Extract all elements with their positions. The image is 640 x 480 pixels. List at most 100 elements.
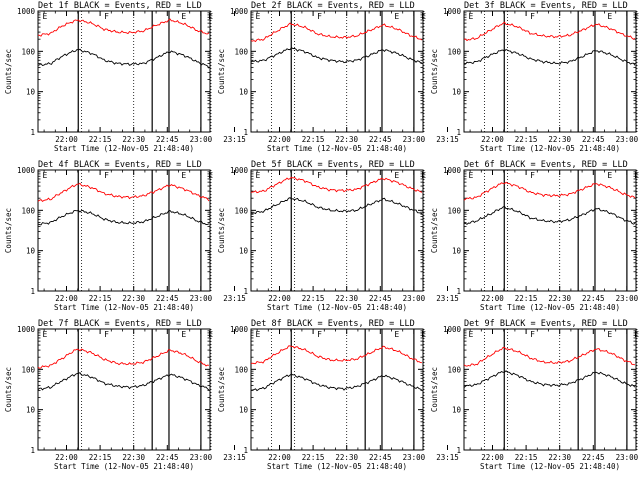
x-tick-label: 22:15 [89, 453, 112, 462]
y-tick-label: 1 [243, 446, 248, 455]
y-tick-label: 1 [243, 128, 248, 137]
segment-label: E [607, 171, 612, 180]
series-line-lld [250, 176, 423, 194]
x-tick-label: 22:45 [156, 453, 179, 462]
plot-frame [250, 328, 424, 451]
plot-frame [37, 169, 211, 292]
x-tick-label: 23:00 [616, 453, 639, 462]
chart-title: Det 1f BLACK = Events, RED = LLD [38, 1, 202, 11]
y-axis-label: Counts/sec [430, 49, 439, 94]
y-tick-label: 100 [21, 365, 35, 374]
segment-label: E [256, 330, 261, 339]
segment-label: E [181, 171, 186, 180]
x-tick-label: 23:00 [190, 135, 213, 144]
segment-label: E [421, 171, 426, 180]
chart-title: Det 3f BLACK = Events, RED = LLD [464, 1, 628, 11]
x-tick-label: 22:15 [515, 135, 538, 144]
series-line-events [463, 370, 636, 389]
y-tick-label: 1000 [230, 166, 249, 175]
segment-label: E [421, 330, 426, 339]
x-tick-label: 22:00 [481, 453, 504, 462]
segment-label: E [421, 12, 426, 21]
x-tick-label: 22:00 [481, 135, 504, 144]
x-tick-label: 23:15 [223, 453, 246, 462]
segment-label: E [394, 171, 399, 180]
x-tick-label: 22:15 [302, 294, 325, 303]
segment-label: F [530, 171, 535, 180]
y-tick-label: 1000 [443, 7, 462, 16]
y-axis-label: Counts/sec [430, 208, 439, 253]
x-tick-label: 22:30 [335, 453, 358, 462]
series-line-lld [37, 18, 210, 37]
series-line-lld [250, 345, 423, 365]
chart-panel-4: Det 4f BLACK = Events, RED = LLD 1 10 100 10… [4, 160, 272, 312]
series-line-lld [463, 346, 636, 367]
segment-label: E [634, 171, 639, 180]
x-axis-label: Start Time (12-Nov-05 21:48:40) [267, 144, 407, 153]
series-line-events [463, 48, 636, 66]
x-tick-label: 22:45 [369, 135, 392, 144]
y-tick-label: 1 [456, 446, 461, 455]
y-axis-label: Counts/sec [217, 208, 226, 253]
y-tick-label: 1000 [443, 166, 462, 175]
segment-label: E [634, 12, 639, 21]
x-tick-label: 23:15 [436, 294, 459, 303]
segment-label: E [256, 12, 261, 21]
segment-label: F [104, 330, 109, 339]
x-axis-label: Start Time (12-Nov-05 21:48:40) [54, 462, 194, 471]
x-axis-label: Start Time (12-Nov-05 21:48:40) [267, 462, 407, 471]
y-axis-label: Counts/sec [4, 367, 13, 412]
x-axis-label: Start Time (12-Nov-05 21:48:40) [480, 144, 620, 153]
y-tick-label: 1 [456, 128, 461, 137]
x-axis-label: Start Time (12-Nov-05 21:48:40) [267, 303, 407, 312]
x-tick-label: 22:45 [582, 135, 605, 144]
y-tick-label: 10 [26, 406, 36, 415]
x-tick-label: 22:00 [55, 135, 78, 144]
series-line-events [250, 373, 423, 392]
y-axis-label: Counts/sec [430, 367, 439, 412]
x-tick-label: 23:00 [403, 135, 426, 144]
y-tick-label: 100 [21, 47, 35, 56]
chart-title: Det 7f BLACK = Events, RED = LLD [38, 319, 202, 329]
chart-title: Det 2f BLACK = Events, RED = LLD [251, 1, 415, 11]
y-axis-label: Counts/sec [217, 49, 226, 94]
y-axis-label: Counts/sec [4, 49, 13, 94]
x-tick-label: 22:30 [122, 294, 145, 303]
series-line-events [250, 197, 423, 215]
y-tick-label: 100 [21, 206, 35, 215]
chart-title: Det 5f BLACK = Events, RED = LLD [251, 160, 415, 170]
x-tick-label: 23:00 [616, 135, 639, 144]
y-tick-label: 1 [456, 287, 461, 296]
x-axis-label: Start Time (12-Nov-05 21:48:40) [54, 144, 194, 153]
y-tick-label: 100 [234, 47, 248, 56]
x-tick-label: 23:00 [190, 453, 213, 462]
x-tick-label: 22:30 [548, 135, 571, 144]
y-tick-label: 100 [447, 47, 461, 56]
series-line-events [37, 372, 210, 391]
x-tick-label: 22:45 [582, 294, 605, 303]
segment-label: E [256, 171, 261, 180]
x-tick-label: 22:15 [302, 135, 325, 144]
chart-panel-6: Det 6f BLACK = Events, RED = LLD 1 10 100 10… [430, 160, 639, 312]
x-tick-label: 22:45 [582, 453, 605, 462]
series-line-lld [250, 22, 423, 43]
segment-label: F [530, 330, 535, 339]
y-tick-label: 1000 [230, 7, 249, 16]
chart-panel-9: Det 9f BLACK = Events, RED = LLD 1 10 100 10… [430, 319, 639, 471]
x-tick-label: 22:30 [335, 294, 358, 303]
chart-panel-7: Det 7f BLACK = Events, RED = LLD 1 10 100 10… [4, 319, 272, 471]
chart-title: Det 4f BLACK = Events, RED = LLD [38, 160, 202, 170]
y-tick-label: 1000 [17, 7, 36, 16]
x-axis-label: Start Time (12-Nov-05 21:48:40) [480, 303, 620, 312]
y-tick-label: 1 [243, 287, 248, 296]
segment-label: E [469, 330, 474, 339]
segment-label: E [181, 12, 186, 21]
series-line-lld [37, 182, 210, 202]
x-tick-label: 22:00 [55, 294, 78, 303]
plot-frame [250, 169, 424, 292]
y-axis-label: Counts/sec [4, 208, 13, 253]
x-tick-label: 22:00 [268, 135, 291, 144]
x-tick-label: 22:15 [89, 135, 112, 144]
y-tick-label: 10 [26, 247, 36, 256]
